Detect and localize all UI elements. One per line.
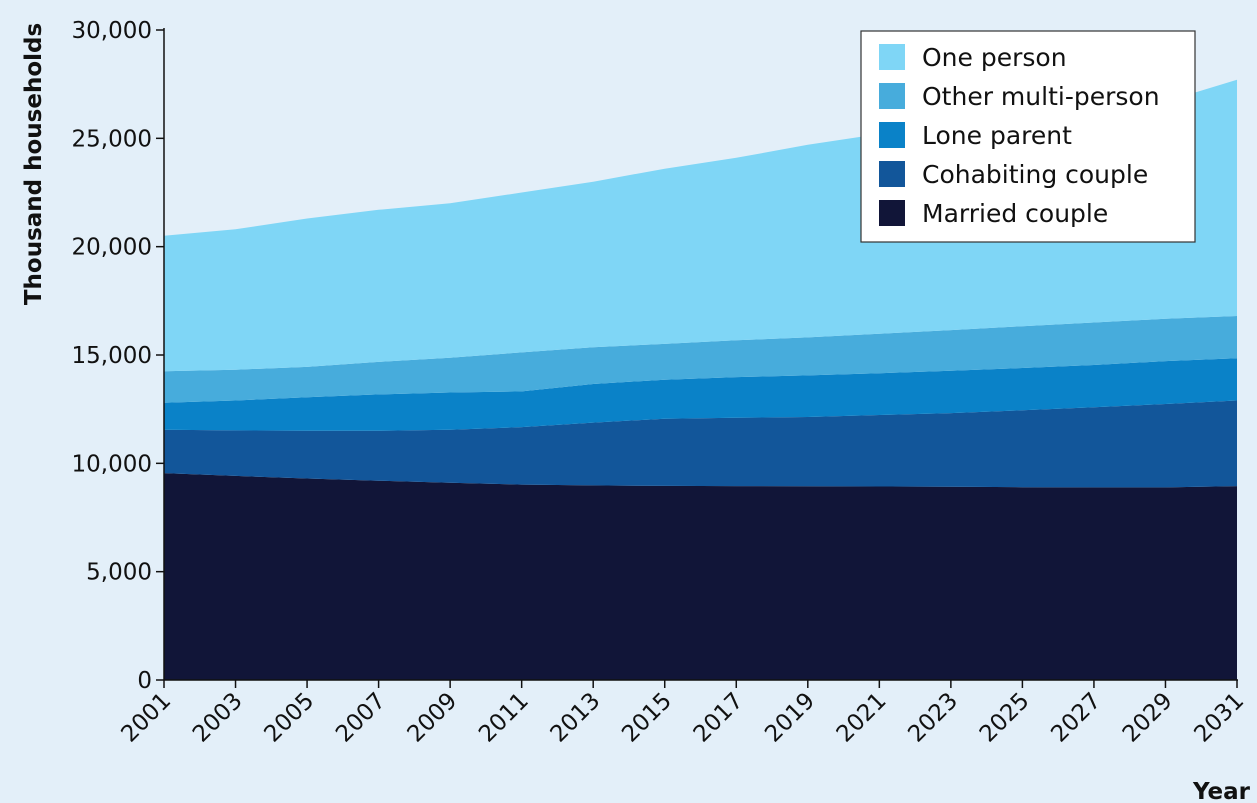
x-tick-label: 2001 [116, 688, 176, 748]
legend-label-one-person: One person [922, 43, 1067, 72]
legend-swatch-one-person [879, 44, 905, 70]
area-lone-parent [164, 358, 1237, 431]
x-axis-label: Year [1192, 779, 1251, 803]
y-tick-label: 25,000 [72, 126, 152, 152]
y-tick-label: 0 [137, 668, 152, 694]
x-tick-label: 2027 [1046, 688, 1106, 748]
x-tick-label: 2007 [331, 688, 391, 748]
x-tick-label: 2005 [260, 688, 320, 748]
x-tick-label: 2025 [975, 688, 1035, 748]
legend-swatch-other-multi-person [879, 83, 905, 109]
legend-label-cohabiting-couple: Cohabiting couple [922, 160, 1148, 189]
legend-label-other-multi-person: Other multi-person [922, 82, 1160, 111]
y-tick-label: 30,000 [72, 18, 152, 44]
y-tick-label: 5,000 [86, 560, 152, 586]
x-tick-label: 2017 [689, 688, 749, 748]
legend-swatch-lone-parent [879, 122, 905, 148]
legend-swatch-married-couple [879, 200, 905, 226]
area-cohabiting-couple [164, 400, 1237, 488]
legend-label-married-couple: Married couple [922, 199, 1108, 228]
y-tick-label: 10,000 [72, 451, 152, 477]
x-tick-label: 2031 [1189, 688, 1249, 748]
x-tick-label: 2003 [188, 688, 248, 748]
y-tick-label: 15,000 [72, 343, 152, 369]
x-tick-label: 2023 [903, 688, 963, 748]
legend-box [860, 30, 1196, 243]
x-tick-label: 2019 [760, 688, 820, 748]
y-tick-label: 20,000 [72, 235, 152, 261]
x-tick-label: 2015 [617, 688, 677, 748]
area-married-couple [164, 473, 1237, 680]
x-tick-label: 2013 [546, 688, 606, 748]
y-axis-label: Thousand households [21, 23, 47, 305]
x-tick-label: 2021 [832, 688, 892, 748]
x-tick-label: 2029 [1118, 688, 1178, 748]
legend-label-lone-parent: Lone parent [922, 121, 1072, 150]
legend-swatch-cohabiting-couple [879, 161, 905, 187]
area-other-multi-person [164, 316, 1237, 403]
legend: One person Other multi-person Lone parent C… [860, 30, 1196, 243]
x-tick-label: 2011 [474, 688, 534, 748]
x-tick-label: 2009 [403, 688, 463, 748]
